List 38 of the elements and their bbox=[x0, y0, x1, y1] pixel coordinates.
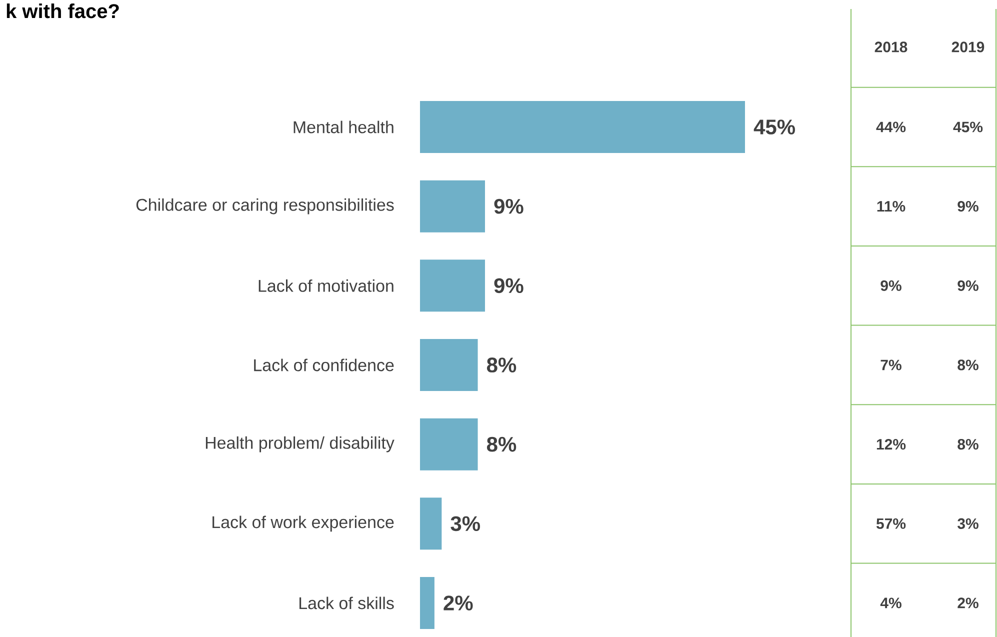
text: 2018 bbox=[874, 42, 908, 52]
y-tick-label: Lack of skills bbox=[300, 596, 394, 610]
data-label: 9% bbox=[494, 278, 524, 294]
y-tick-label: Lack of work experience bbox=[212, 516, 394, 532]
y-tick-label: Lack of confidence bbox=[254, 358, 394, 372]
y-tick-label: Childcare or caring responsibilities bbox=[136, 198, 394, 214]
y-tick-label: Health problem/ disability bbox=[206, 436, 394, 452]
text: 12% bbox=[876, 439, 906, 450]
text: 4% bbox=[880, 598, 902, 608]
text: 2% bbox=[958, 598, 978, 608]
data-label: 9% bbox=[494, 198, 524, 214]
text: 2019 bbox=[952, 42, 984, 52]
bar bbox=[420, 576, 434, 629]
y-tick-label: Lack of motivation bbox=[258, 279, 394, 292]
text: 45% bbox=[953, 122, 983, 132]
text: 7% bbox=[880, 360, 902, 370]
data-label: 8% bbox=[486, 436, 516, 452]
text: 57% bbox=[876, 518, 906, 529]
text: 9% bbox=[958, 201, 978, 212]
data-label: 8% bbox=[486, 358, 516, 372]
data-label: 3% bbox=[450, 516, 480, 532]
bar bbox=[420, 418, 478, 470]
bar bbox=[420, 498, 442, 550]
text: 8% bbox=[958, 438, 978, 450]
bar bbox=[420, 260, 485, 312]
text: 3% bbox=[958, 518, 978, 529]
bar bbox=[420, 101, 745, 154]
text: k with face? bbox=[6, 4, 119, 18]
text: 9% bbox=[958, 280, 978, 291]
bar bbox=[420, 180, 485, 232]
text: 8% bbox=[958, 360, 978, 370]
data-label: 45% bbox=[754, 120, 795, 134]
text: 11% bbox=[877, 201, 906, 212]
bar bbox=[420, 338, 478, 391]
data-label: 2% bbox=[444, 596, 473, 610]
text: 44% bbox=[876, 122, 906, 132]
y-tick-label: Mental health bbox=[294, 120, 394, 134]
text: 9% bbox=[880, 280, 902, 291]
